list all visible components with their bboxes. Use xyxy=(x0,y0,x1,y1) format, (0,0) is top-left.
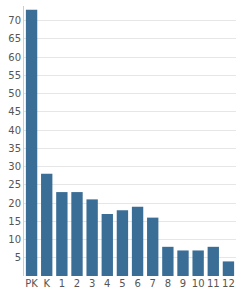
svg-text:25: 25 xyxy=(8,179,21,190)
svg-text:45: 45 xyxy=(8,106,21,117)
svg-text:30: 30 xyxy=(8,161,21,172)
svg-text:7: 7 xyxy=(150,278,156,289)
svg-text:1: 1 xyxy=(59,278,65,289)
svg-text:K: K xyxy=(43,278,50,289)
svg-text:11: 11 xyxy=(207,278,220,289)
svg-text:60: 60 xyxy=(8,52,21,63)
svg-text:PK: PK xyxy=(25,278,38,289)
svg-text:35: 35 xyxy=(8,143,21,154)
svg-text:8: 8 xyxy=(165,278,171,289)
svg-text:15: 15 xyxy=(8,216,21,227)
svg-text:2: 2 xyxy=(74,278,80,289)
svg-text:6: 6 xyxy=(134,278,140,289)
svg-text:20: 20 xyxy=(8,198,21,209)
svg-text:9: 9 xyxy=(180,278,186,289)
svg-text:3: 3 xyxy=(89,278,95,289)
svg-text:5: 5 xyxy=(119,278,125,289)
svg-text:5: 5 xyxy=(15,252,21,263)
svg-text:40: 40 xyxy=(8,125,21,136)
svg-text:10: 10 xyxy=(192,278,205,289)
svg-text:10: 10 xyxy=(8,234,21,245)
svg-text:65: 65 xyxy=(8,33,21,44)
svg-text:12: 12 xyxy=(222,278,235,289)
svg-text:50: 50 xyxy=(8,88,21,99)
svg-text:70: 70 xyxy=(8,15,21,26)
svg-text:4: 4 xyxy=(104,278,110,289)
svg-text:55: 55 xyxy=(8,70,21,81)
